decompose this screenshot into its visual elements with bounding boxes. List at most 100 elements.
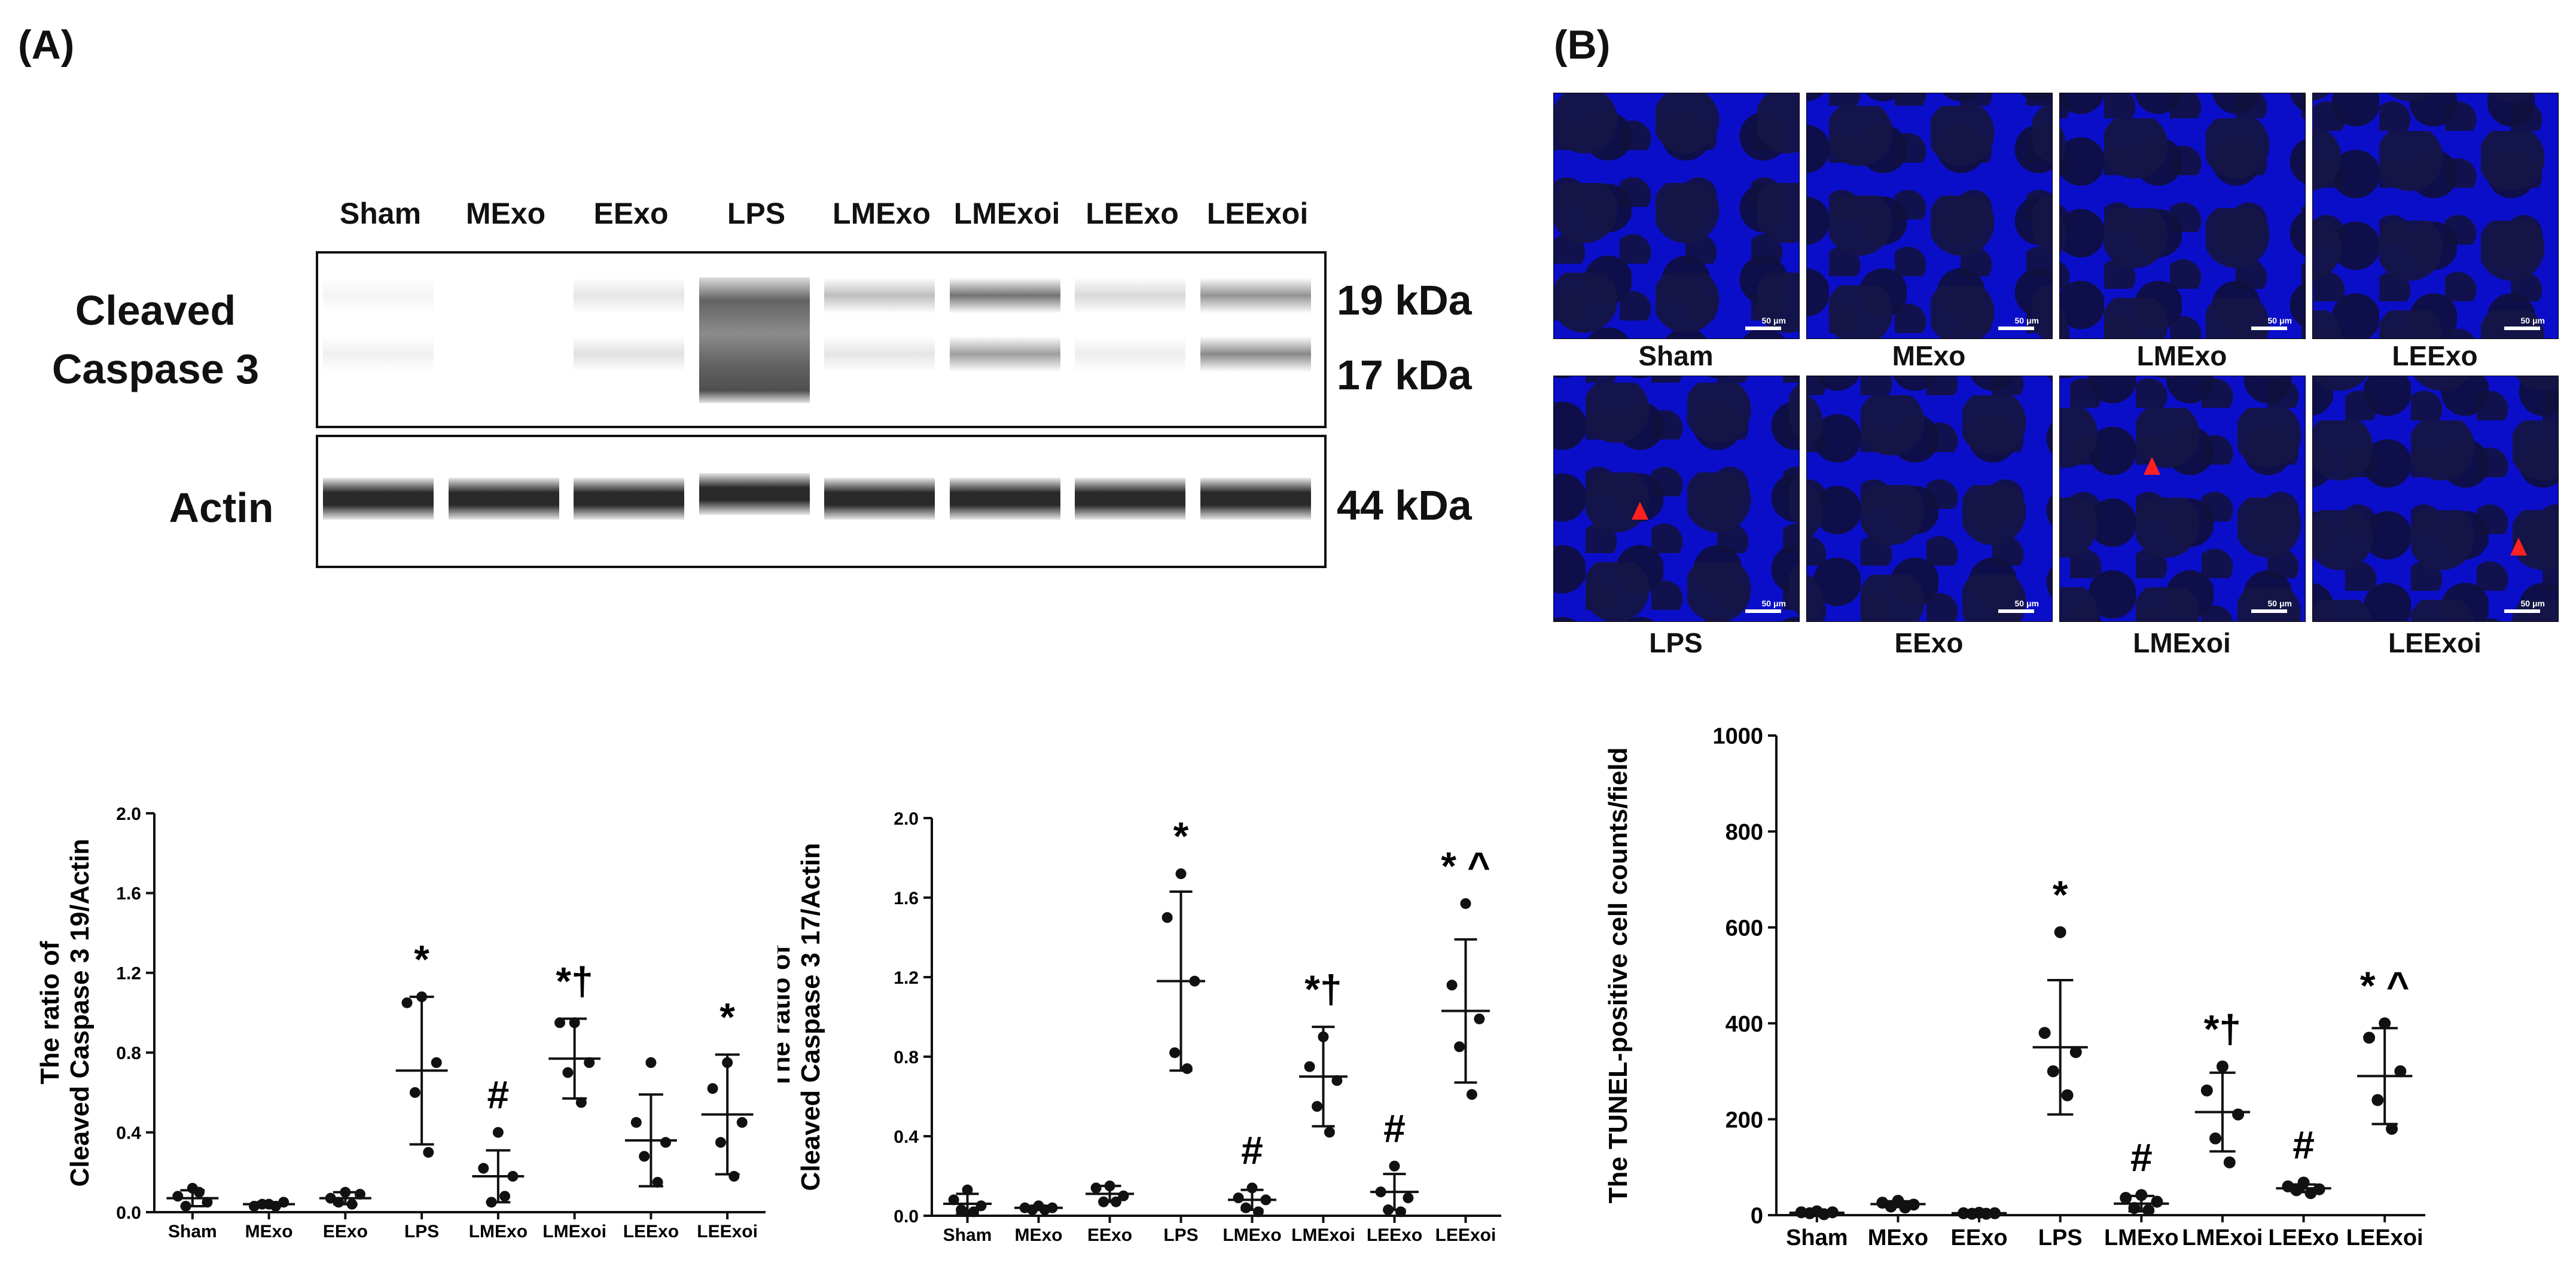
- data-point: [2209, 1132, 2222, 1145]
- data-point: [340, 1186, 351, 1198]
- data-point: [1331, 1075, 1343, 1086]
- data-point: [1312, 1101, 1323, 1112]
- blot-band: [574, 277, 684, 313]
- significance-mark: *: [1173, 814, 1189, 858]
- data-point: [562, 1067, 574, 1078]
- data-point: [722, 1057, 733, 1068]
- blot2-label: Actin: [169, 484, 274, 531]
- data-point: [660, 1137, 671, 1148]
- tile-label-mexo: MExo: [1892, 340, 1966, 371]
- y-tick-label: 0.8: [116, 1044, 141, 1063]
- y-tick-label: 1.2: [116, 964, 141, 984]
- actin-band: [949, 478, 1060, 520]
- data-point: [554, 1017, 566, 1029]
- data-point: [492, 1127, 504, 1138]
- scale-bar: [1745, 327, 1781, 330]
- data-point: [975, 1200, 987, 1212]
- x-tick-label: Sham: [1786, 1225, 1848, 1250]
- data-point: [652, 1176, 663, 1188]
- significance-mark: * ^: [2360, 963, 2410, 1008]
- significance-mark: #: [1383, 1106, 1406, 1151]
- scale-bar-label: 50 μm: [2520, 599, 2545, 608]
- blot-band: [323, 336, 434, 372]
- tunel-image-sham: 50 μm: [1553, 93, 1800, 339]
- data-point: [630, 1116, 642, 1128]
- actin-band: [448, 478, 559, 520]
- data-point: [645, 1057, 657, 1068]
- data-point: [962, 1184, 973, 1195]
- x-tick-label: EExo: [323, 1222, 368, 1241]
- data-point: [1098, 1196, 1109, 1207]
- y-tick-label: 600: [1726, 916, 1763, 941]
- blot-band: [949, 336, 1060, 372]
- data-point: [2394, 1065, 2407, 1078]
- data-point: [1039, 1204, 1050, 1216]
- significance-mark: *†: [556, 959, 593, 1003]
- data-point: [2135, 1189, 2148, 1201]
- lane-label-mexo: MExo: [465, 197, 546, 230]
- actin-band: [1200, 478, 1311, 520]
- data-point: [278, 1197, 289, 1208]
- tunel-image-mexo: 50 μm: [1806, 93, 2053, 339]
- y-axis-label-line1: The ratio of: [35, 941, 65, 1084]
- data-point: [486, 1197, 497, 1208]
- kda-19-label: 19 kDa: [1337, 277, 1472, 324]
- data-point: [575, 1097, 587, 1108]
- x-tick-label: MExo: [1868, 1225, 1928, 1250]
- data-point: [1181, 1063, 1193, 1074]
- data-point: [1175, 868, 1187, 880]
- blot-band: [824, 336, 935, 372]
- blot-band: [1200, 277, 1311, 313]
- arrow-icon: [2144, 457, 2160, 475]
- x-tick-label: Sham: [943, 1225, 992, 1245]
- significance-mark: *: [2053, 872, 2068, 917]
- data-point: [1324, 1127, 1335, 1138]
- blot1-label: Cleaved Caspase 3: [24, 281, 287, 398]
- arrow-icon: [1632, 502, 1648, 520]
- data-point: [1885, 1200, 1897, 1213]
- data-point: [409, 1087, 420, 1098]
- data-point: [2128, 1201, 2141, 1214]
- scale-bar: [2504, 327, 2540, 330]
- data-point: [2297, 1176, 2310, 1189]
- data-point: [2142, 1204, 2155, 1216]
- data-point: [2151, 1195, 2163, 1208]
- data-point: [1395, 1206, 1406, 1218]
- y-tick-label: 0.4: [894, 1127, 919, 1147]
- data-point: [202, 1197, 213, 1208]
- data-point: [423, 1146, 434, 1158]
- data-point: [1233, 1192, 1244, 1204]
- x-tick-label: EExo: [1087, 1225, 1132, 1245]
- significance-mark: *: [720, 995, 735, 1039]
- data-point: [1375, 1186, 1386, 1198]
- tunel-image-lps: 50 μm: [1553, 376, 1800, 622]
- actin-band: [824, 478, 935, 520]
- lane-label-lps: LPS: [727, 197, 786, 230]
- scale-bar: [2251, 609, 2287, 613]
- data-point: [968, 1206, 979, 1218]
- x-tick-label: LEExo: [2268, 1225, 2339, 1250]
- tile-label-eexo: EExo: [1894, 627, 1964, 658]
- x-tick-label: LEExoi: [2346, 1225, 2423, 1250]
- data-point: [507, 1170, 519, 1182]
- caspase-blot: [316, 251, 1327, 428]
- kda-17-label: 17 kDa: [1337, 352, 1472, 398]
- blot1-label-line1: Cleaved: [75, 287, 236, 334]
- data-point: [2304, 1187, 2317, 1200]
- data-point: [1260, 1194, 1272, 1206]
- scale-bar: [2251, 327, 2287, 330]
- y-axis-label-line2: Cleaved Caspase 3 17/Actin: [796, 843, 825, 1191]
- data-point: [1474, 1013, 1485, 1024]
- data-point: [2223, 1156, 2236, 1169]
- tile-label-leexo: LEExo: [2392, 340, 2478, 371]
- x-tick-label: LEExoi: [697, 1222, 758, 1241]
- y-tick-label: 2.0: [894, 809, 919, 829]
- data-point: [1304, 1061, 1315, 1072]
- y-tick-label: 200: [1726, 1108, 1763, 1133]
- significance-mark: * ^: [1441, 844, 1490, 888]
- x-tick-label: LEExo: [623, 1222, 679, 1241]
- data-point: [1899, 1201, 1912, 1214]
- actin-band: [1075, 478, 1185, 520]
- blot-band: [699, 277, 810, 403]
- actin-band: [323, 478, 434, 520]
